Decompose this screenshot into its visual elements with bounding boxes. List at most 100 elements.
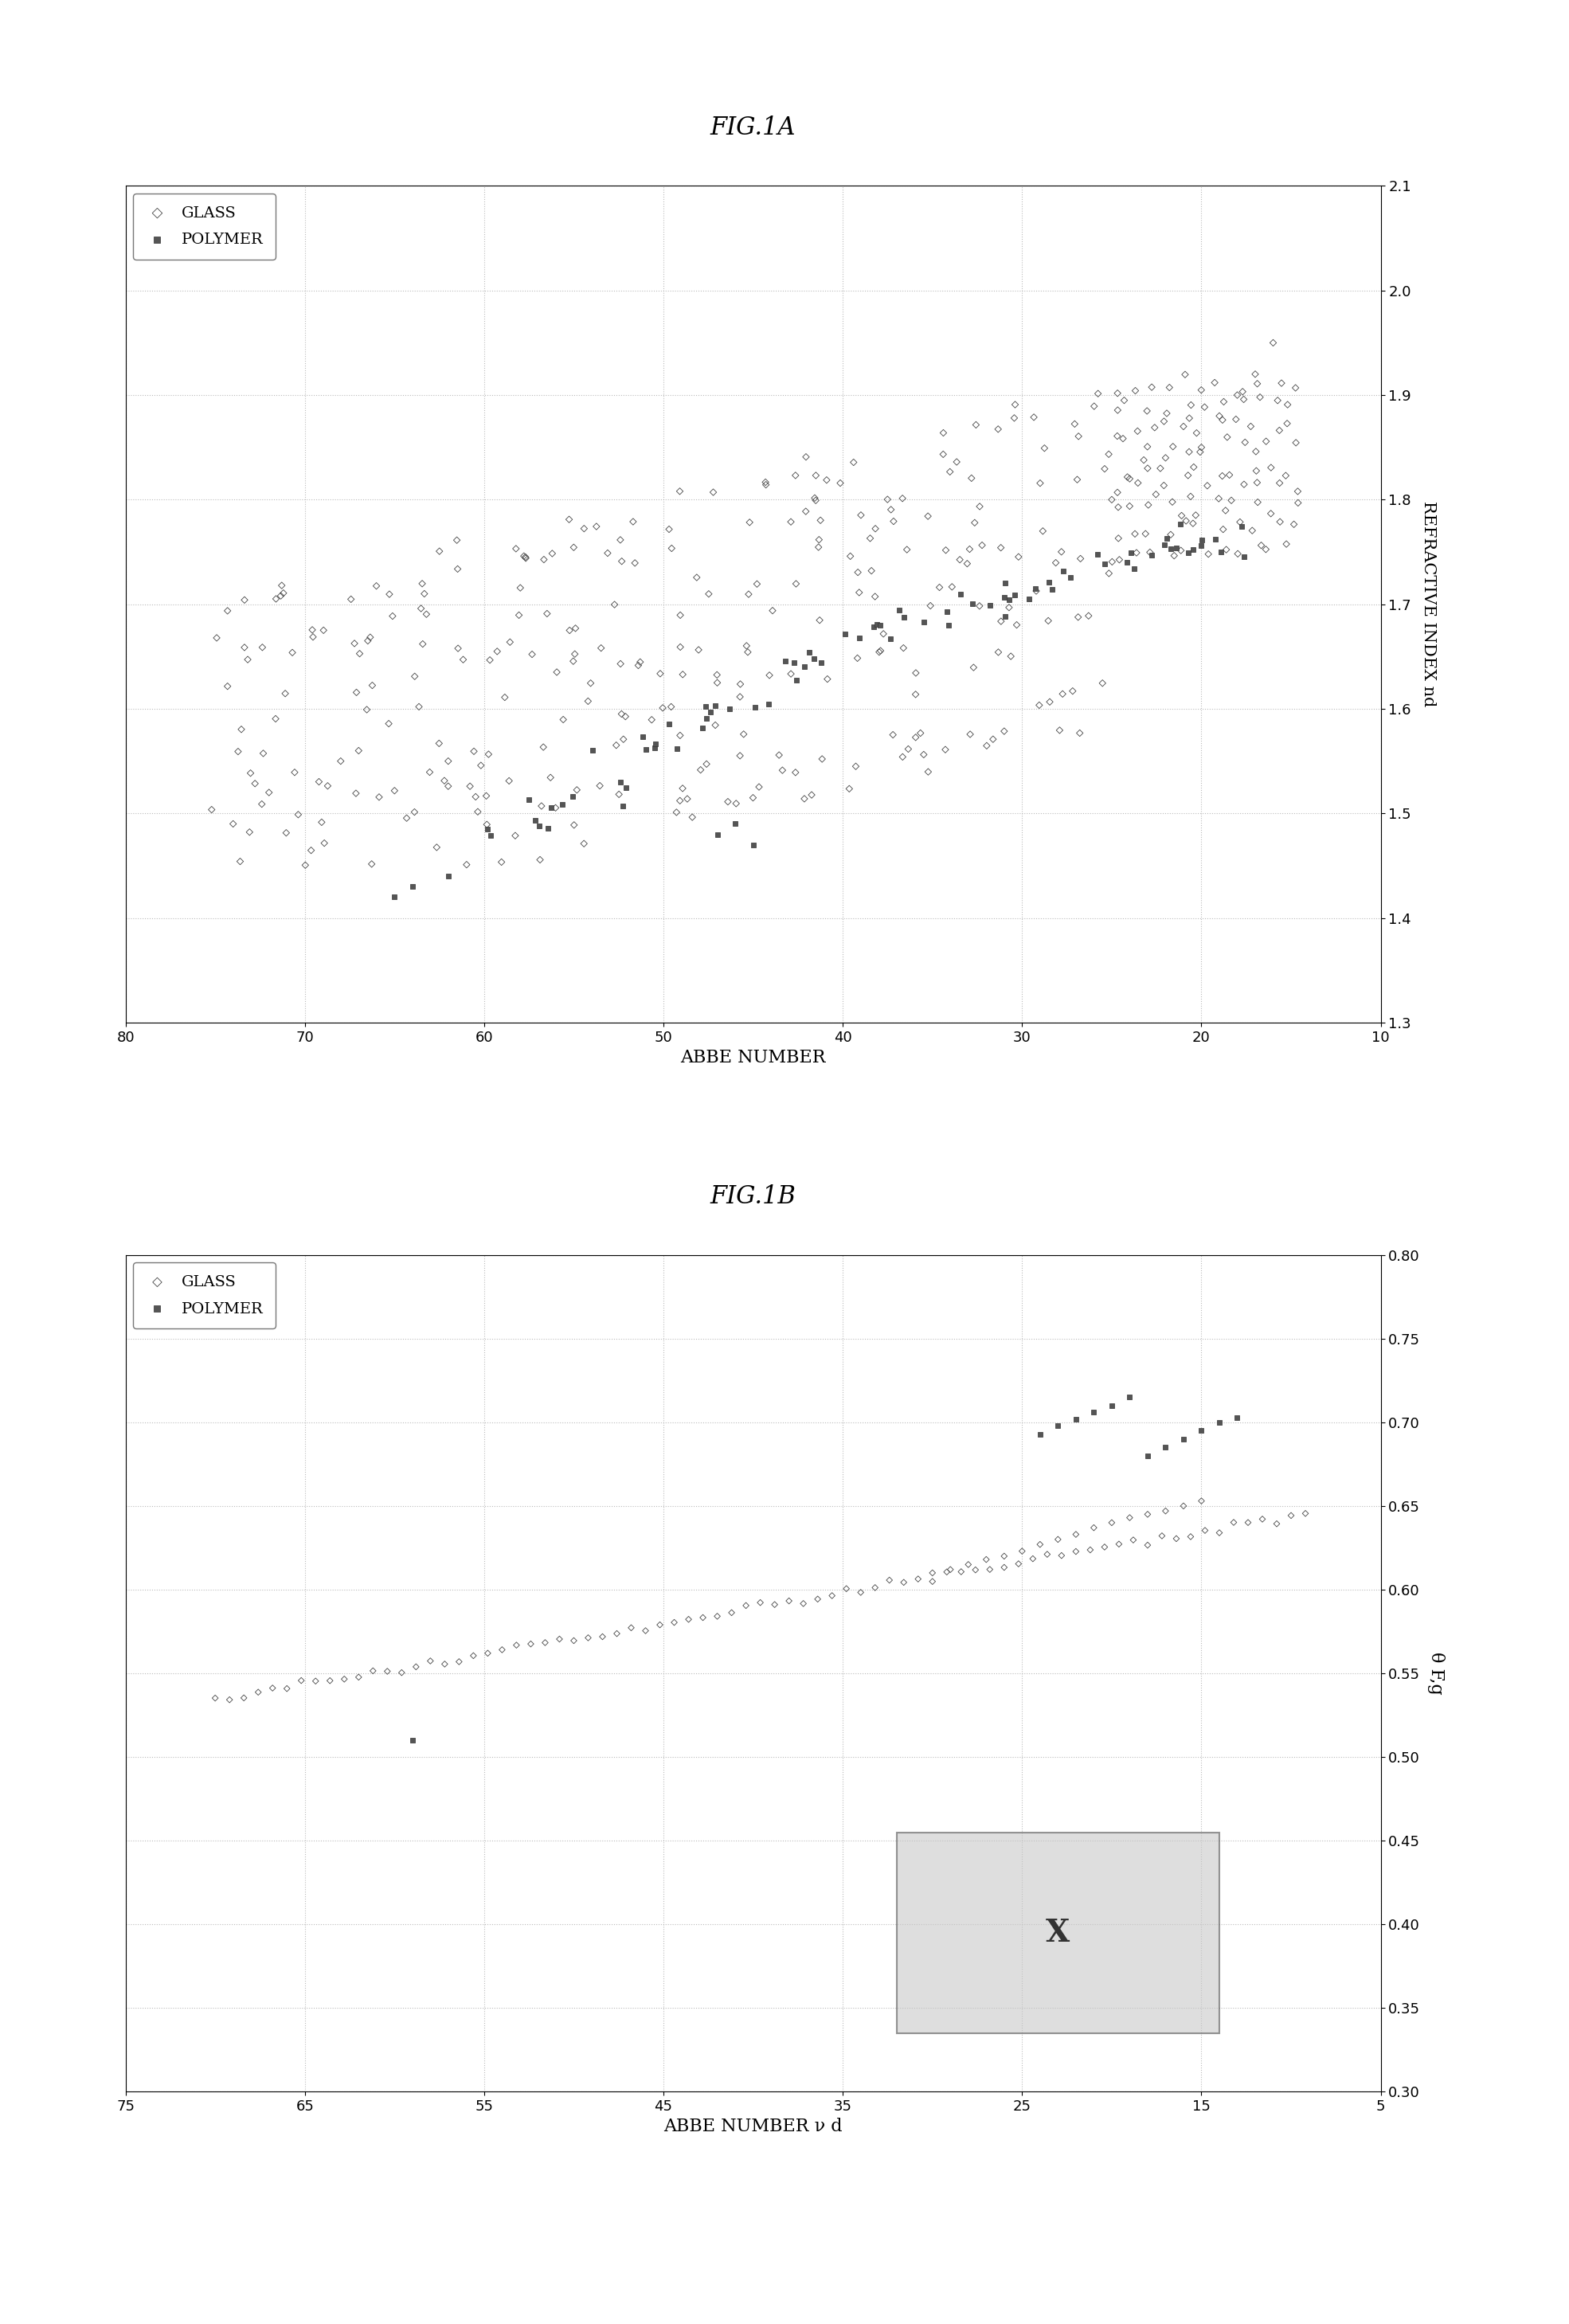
- GLASS: [1043, 544, 1068, 581]
- GLASS: [1196, 535, 1221, 572]
- GLASS: [1086, 374, 1111, 411]
- POLYMER: [717, 690, 742, 727]
- GLASS: [271, 574, 297, 611]
- GLASS: [427, 725, 452, 762]
- POLYMER: [1017, 581, 1042, 618]
- GLASS: [803, 458, 828, 495]
- GLASS: [967, 488, 992, 525]
- GLASS: [1188, 432, 1213, 469]
- POLYMER: [934, 593, 959, 630]
- GLASS: [282, 753, 308, 790]
- POLYMER: [802, 639, 827, 676]
- GLASS: [436, 744, 461, 781]
- GLASS: [1112, 381, 1138, 418]
- GLASS: [626, 646, 651, 683]
- GLASS: [1221, 1504, 1246, 1541]
- POLYMER: [912, 604, 937, 641]
- GLASS: [992, 1548, 1017, 1585]
- GLASS: [249, 786, 275, 823]
- GLASS: [1232, 465, 1257, 502]
- GLASS: [315, 767, 340, 804]
- GLASS: [1225, 376, 1250, 414]
- Bar: [896, 1831, 1219, 2034]
- POLYMER: [1170, 1420, 1196, 1457]
- GLASS: [1172, 356, 1197, 393]
- GLASS: [963, 407, 988, 444]
- POLYMER: [436, 858, 461, 895]
- GLASS: [1180, 504, 1205, 541]
- GLASS: [794, 439, 819, 476]
- GLASS: [1050, 676, 1075, 713]
- GLASS: [1233, 423, 1258, 460]
- GLASS: [1133, 516, 1158, 553]
- GLASS: [532, 1624, 557, 1662]
- GLASS: [1061, 672, 1086, 709]
- GLASS: [690, 1599, 715, 1636]
- GLASS: [475, 1634, 501, 1671]
- GLASS: [249, 630, 275, 667]
- GLASS: [879, 490, 904, 528]
- GLASS: [675, 781, 700, 818]
- GLASS: [676, 1601, 701, 1638]
- GLASS: [896, 730, 921, 767]
- GLASS: [355, 623, 380, 660]
- GLASS: [689, 751, 714, 788]
- GLASS: [246, 1673, 271, 1710]
- Text: FIG.1A: FIG.1A: [711, 116, 795, 139]
- POLYMER: [1188, 528, 1213, 565]
- GLASS: [590, 1618, 615, 1655]
- GLASS: [701, 474, 726, 511]
- POLYMER: [1100, 1387, 1125, 1425]
- POLYMER: [847, 618, 872, 655]
- GLASS: [461, 732, 486, 769]
- GLASS: [934, 732, 959, 769]
- GLASS: [1048, 532, 1073, 569]
- GLASS: [648, 1606, 673, 1643]
- GLASS: [251, 734, 276, 772]
- POLYMER: [723, 804, 748, 841]
- POLYMER: [643, 725, 668, 762]
- GLASS: [557, 502, 582, 539]
- POLYMER: [549, 786, 574, 823]
- GLASS: [1050, 1536, 1075, 1573]
- GLASS: [226, 732, 251, 769]
- GLASS: [659, 688, 684, 725]
- GLASS: [1100, 544, 1125, 581]
- GLASS: [934, 532, 959, 569]
- GLASS: [493, 679, 518, 716]
- GLASS: [518, 1624, 543, 1662]
- POLYMER: [865, 607, 890, 644]
- POLYMER: [996, 581, 1021, 618]
- GLASS: [562, 530, 587, 567]
- GLASS: [466, 792, 491, 830]
- GLASS: [1213, 493, 1238, 530]
- POLYMER: [1232, 539, 1257, 576]
- GLASS: [1268, 504, 1293, 541]
- GLASS: [1189, 428, 1214, 465]
- POLYMER: [1117, 1378, 1142, 1415]
- GLASS: [1106, 521, 1131, 558]
- GLASS: [704, 665, 730, 702]
- POLYMER: [1139, 537, 1164, 574]
- GLASS: [1155, 395, 1180, 432]
- GLASS: [417, 1643, 442, 1680]
- GLASS: [513, 539, 538, 576]
- X-axis label: ABBE NUMBER ν d: ABBE NUMBER ν d: [664, 2117, 843, 2136]
- GLASS: [361, 1652, 386, 1690]
- GLASS: [496, 762, 521, 799]
- GLASS: [791, 1585, 816, 1622]
- GLASS: [1285, 472, 1310, 509]
- GLASS: [778, 655, 803, 693]
- GLASS: [918, 588, 943, 625]
- GLASS: [1210, 458, 1235, 495]
- GLASS: [930, 414, 956, 451]
- GLASS: [1219, 481, 1244, 518]
- POLYMER: [937, 607, 962, 644]
- GLASS: [406, 688, 431, 725]
- GLASS: [538, 760, 563, 797]
- GLASS: [339, 581, 364, 618]
- GLASS: [402, 792, 427, 830]
- GLASS: [610, 720, 635, 758]
- GLASS: [607, 521, 632, 558]
- GLASS: [836, 769, 861, 806]
